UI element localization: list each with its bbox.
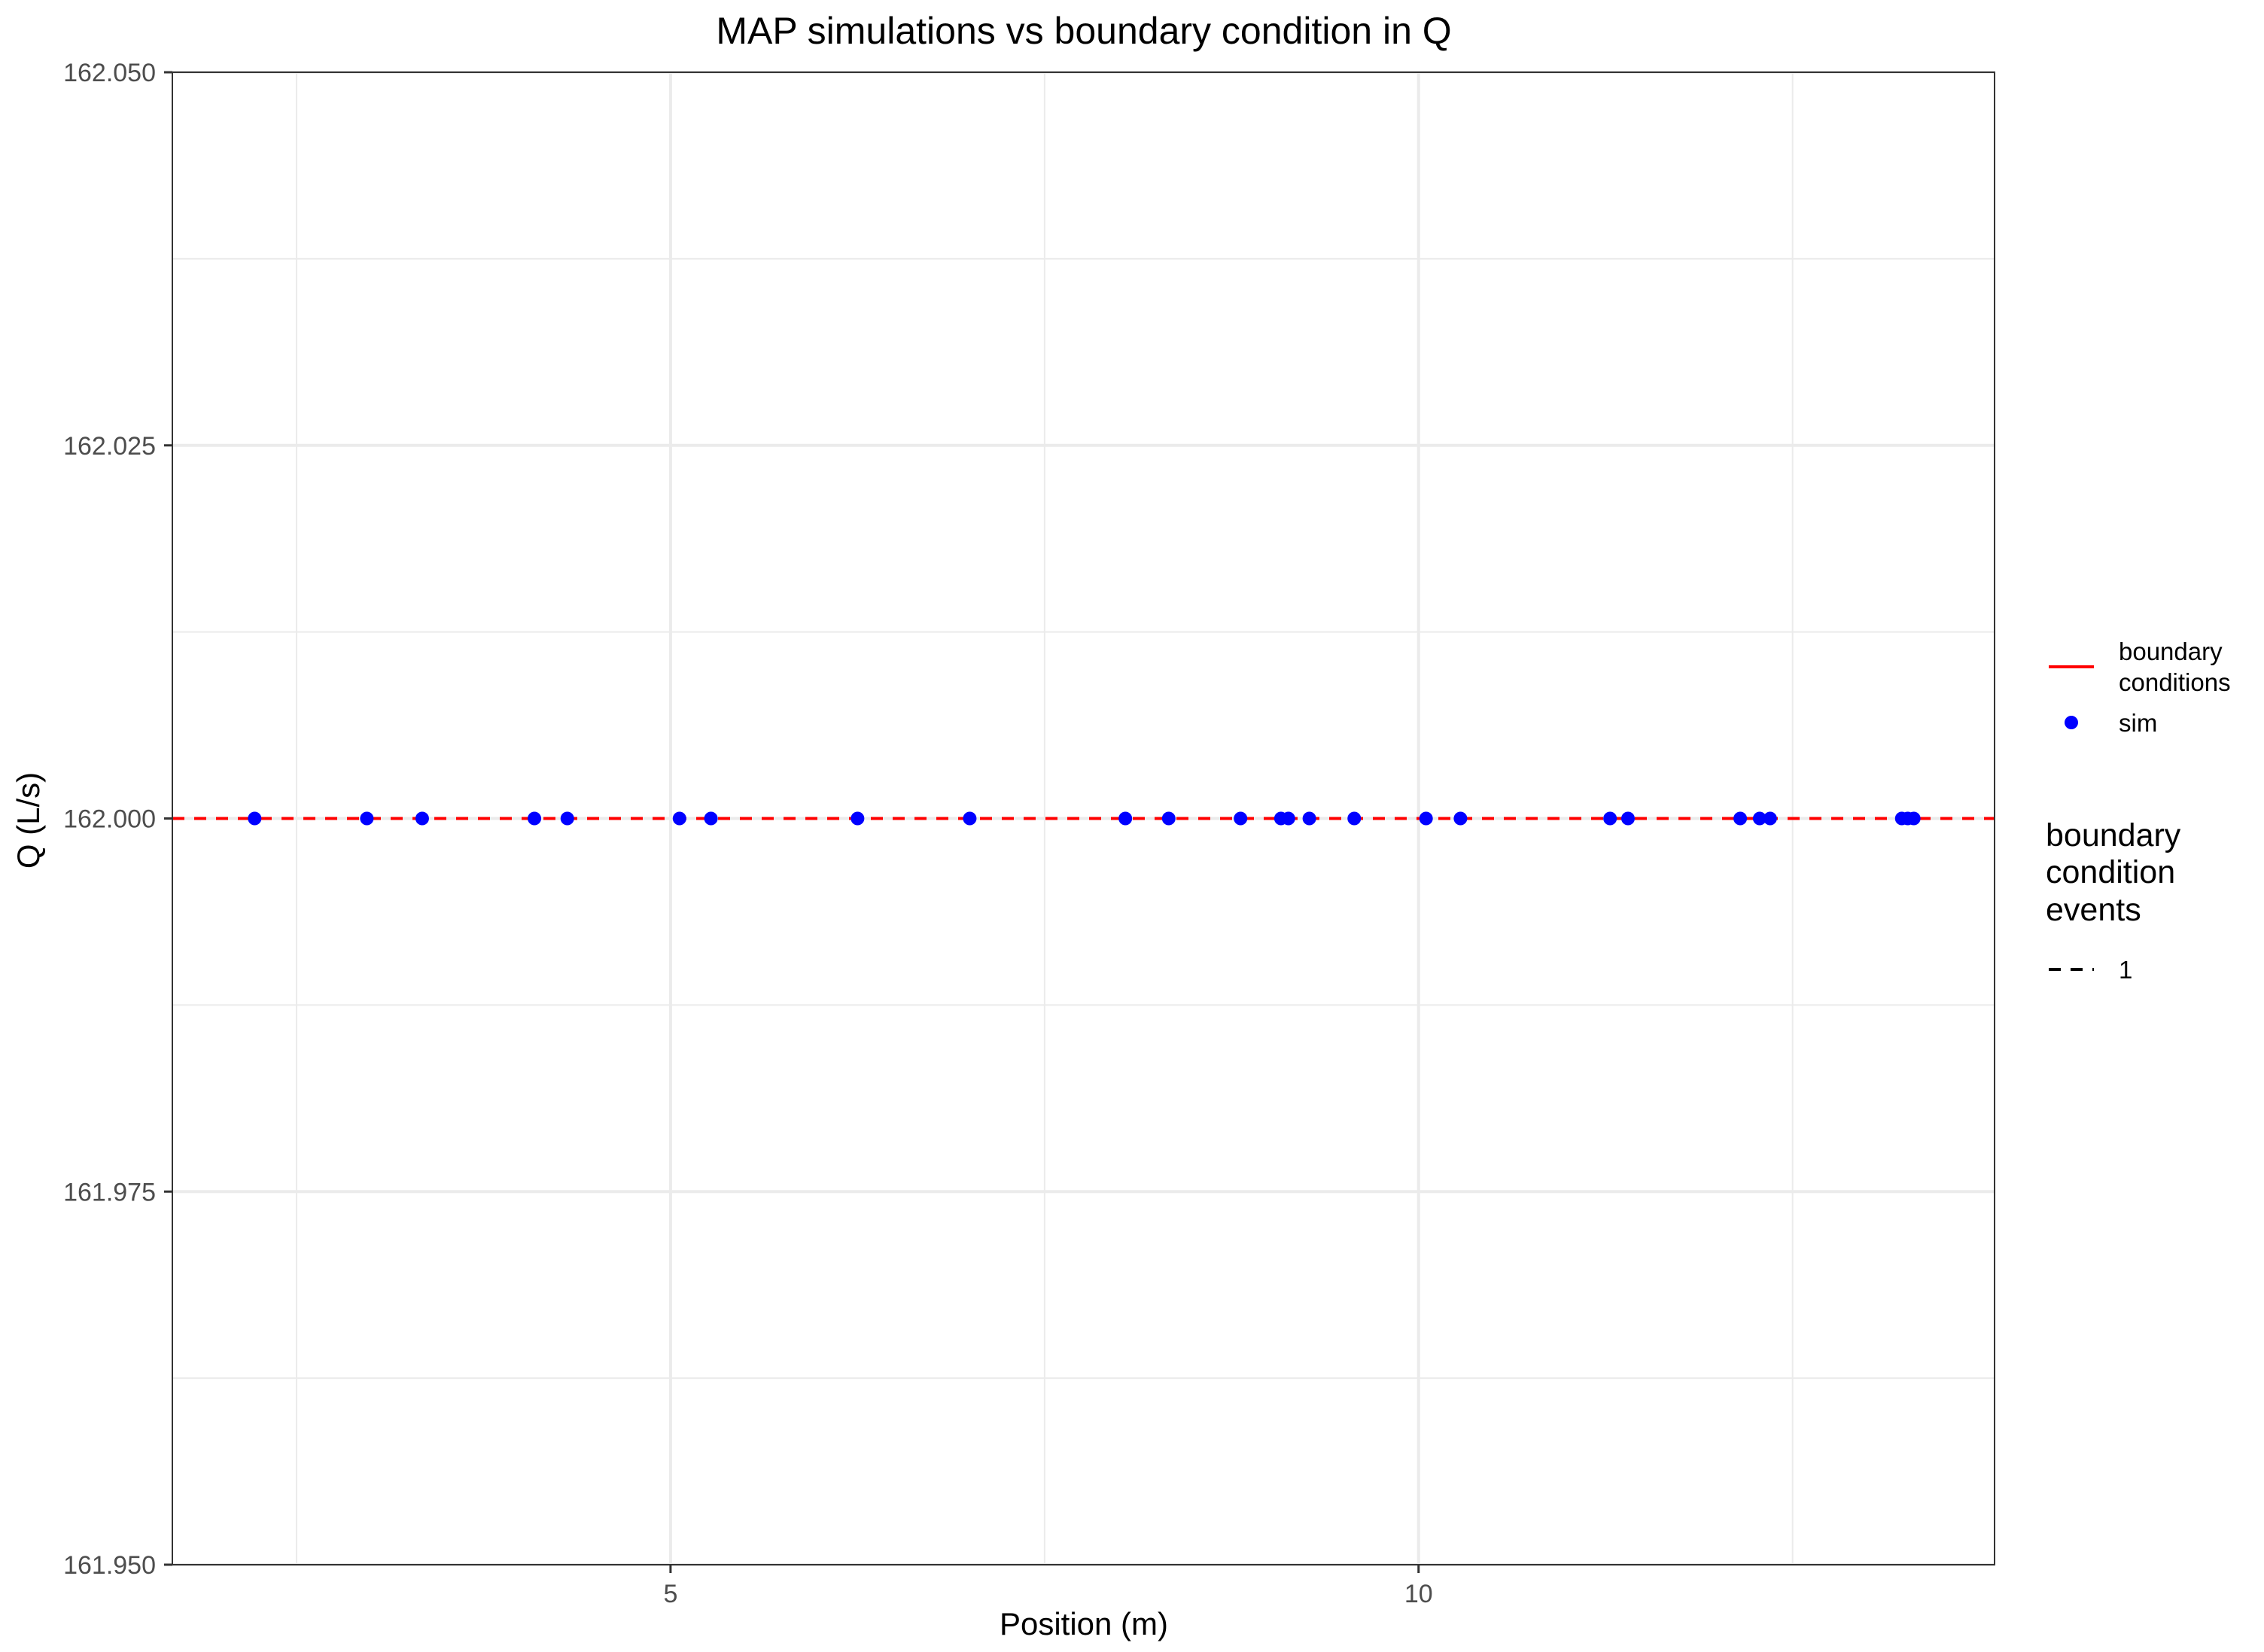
sim-point	[560, 811, 574, 826]
y-axis: 161.950 161.975 162.000 162.025 162.050	[63, 59, 172, 1580]
sim-point	[1733, 811, 1748, 826]
legend-boundary-conditions-label-line2: conditions	[2119, 668, 2231, 696]
sim-point	[1763, 811, 1777, 826]
legend-events-title-line2: condition	[2046, 854, 2175, 890]
sim-point	[1419, 811, 1433, 826]
sim-point	[1603, 811, 1617, 826]
sim-point	[1118, 811, 1133, 826]
x-tick-label: 5	[663, 1580, 677, 1608]
x-axis-title: Position (m)	[1000, 1606, 1168, 1641]
y-tick-label: 161.975	[63, 1178, 156, 1206]
x-axis: 5 10	[663, 1565, 1433, 1608]
sim-point	[248, 811, 262, 826]
sim-points-layer	[248, 811, 1921, 826]
sim-point	[1161, 811, 1176, 826]
legend-events-title-line3: events	[2046, 892, 2141, 928]
legend-event-1-label: 1	[2119, 956, 2132, 984]
sim-point	[1281, 811, 1295, 826]
y-tick-label: 162.000	[63, 805, 156, 834]
legend-sim-key	[2065, 716, 2078, 729]
sim-point	[1453, 811, 1468, 826]
sim-point	[1347, 811, 1362, 826]
sim-point	[1621, 811, 1636, 826]
sim-point	[672, 811, 686, 826]
y-tick-label: 161.950	[63, 1551, 156, 1580]
legend-boundary-conditions-label-line1: boundary	[2119, 637, 2223, 665]
sim-point	[1906, 811, 1921, 826]
x-tick-label: 10	[1404, 1580, 1433, 1608]
legend: boundary conditions sim boundary conditi…	[2046, 637, 2231, 984]
sim-point	[528, 811, 542, 826]
sim-point	[1234, 811, 1248, 826]
sim-point	[1302, 811, 1316, 826]
y-tick-label: 162.050	[63, 59, 156, 87]
sim-point	[360, 811, 374, 826]
sim-point	[1752, 811, 1766, 826]
sim-point	[415, 811, 429, 826]
legend-sim-label: sim	[2119, 709, 2157, 737]
y-tick-label: 162.025	[63, 432, 156, 461]
sim-point	[963, 811, 977, 826]
legend-events-title-line1: boundary	[2046, 817, 2181, 853]
sim-point	[704, 811, 718, 826]
sim-point	[851, 811, 865, 826]
y-axis-title: Q (L/s)	[11, 772, 46, 869]
chart-title: MAP simulations vs boundary condition in…	[716, 10, 1451, 52]
